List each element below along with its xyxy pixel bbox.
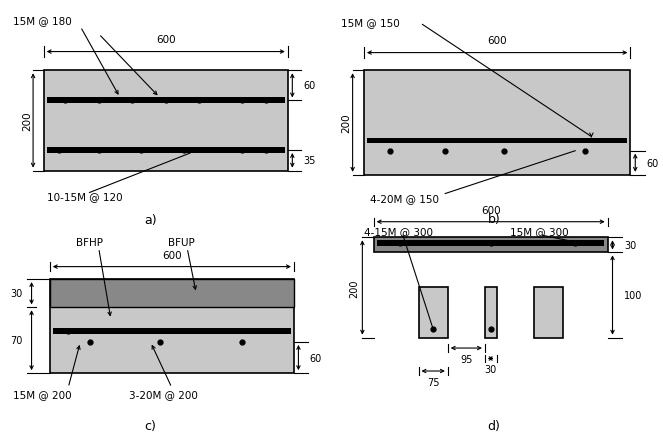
Text: 30: 30	[10, 289, 23, 299]
Text: a): a)	[144, 214, 157, 227]
Text: 3-20M @ 200: 3-20M @ 200	[129, 389, 198, 399]
Text: 30: 30	[485, 365, 497, 375]
Text: 200: 200	[22, 112, 32, 131]
Bar	[377, 241, 605, 246]
Text: 600: 600	[162, 250, 182, 260]
Text: 600: 600	[156, 35, 176, 45]
Text: 60: 60	[303, 81, 315, 91]
Text: 600: 600	[481, 206, 501, 216]
Text: BFHP: BFHP	[76, 237, 103, 247]
Text: 4-15M @ 300: 4-15M @ 300	[364, 227, 433, 237]
Text: 75: 75	[427, 377, 440, 387]
Text: 200: 200	[349, 279, 359, 297]
Text: 200: 200	[341, 113, 351, 133]
Bar	[47, 148, 284, 154]
Bar	[44, 71, 288, 171]
Text: 15M @ 300: 15M @ 300	[511, 227, 569, 237]
Text: 15M @ 180: 15M @ 180	[13, 16, 72, 26]
Text: c): c)	[145, 419, 156, 432]
Text: d): d)	[487, 419, 501, 432]
Bar	[50, 279, 294, 373]
Bar	[485, 288, 497, 338]
Bar	[367, 138, 627, 144]
Text: 60: 60	[646, 158, 659, 168]
Bar	[364, 71, 631, 175]
Text: 95: 95	[460, 354, 473, 364]
Bar	[534, 288, 563, 338]
Text: b): b)	[487, 213, 501, 226]
Text: 35: 35	[303, 156, 316, 166]
Text: 15M @ 200: 15M @ 200	[13, 389, 72, 399]
Text: 15M @ 150: 15M @ 150	[341, 18, 400, 28]
Bar	[53, 328, 291, 334]
Text: 4-20M @ 150: 4-20M @ 150	[371, 193, 440, 203]
Text: 30: 30	[624, 240, 636, 250]
Text: BFUP: BFUP	[168, 237, 194, 247]
Text: 70: 70	[10, 335, 23, 345]
Text: 100: 100	[624, 290, 642, 300]
Bar	[50, 279, 294, 308]
Text: 600: 600	[487, 36, 507, 46]
Text: 10-15M @ 120: 10-15M @ 120	[47, 191, 123, 201]
Bar	[47, 98, 284, 104]
Bar	[418, 288, 448, 338]
Bar	[374, 238, 607, 253]
Text: 60: 60	[309, 353, 322, 363]
